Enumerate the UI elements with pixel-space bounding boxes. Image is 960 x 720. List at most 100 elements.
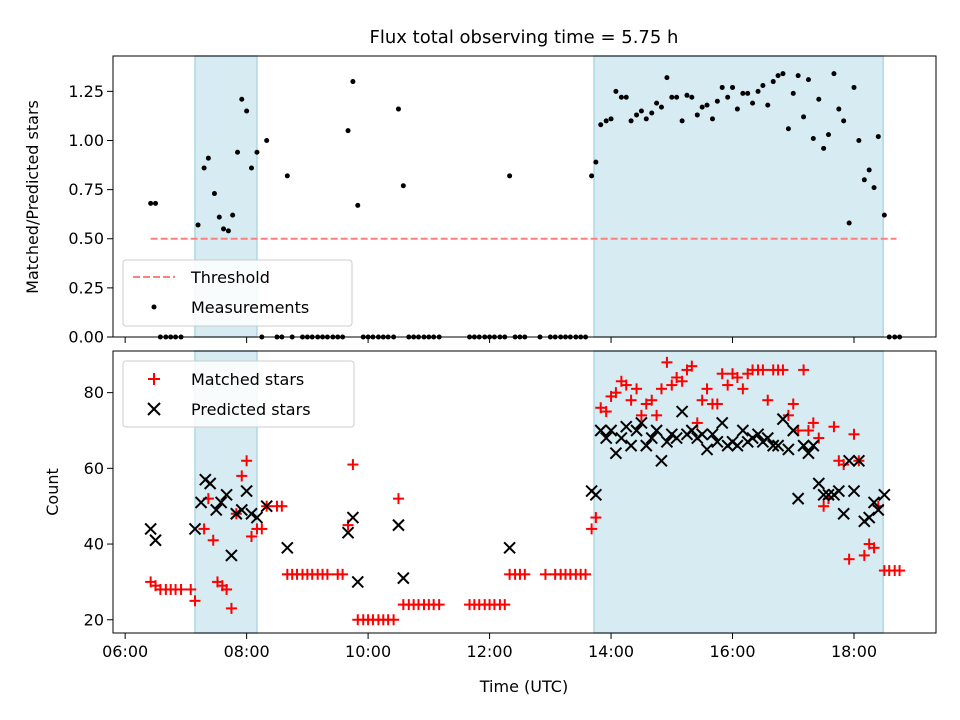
measurement-point <box>801 114 807 120</box>
predicted-star-marker <box>787 424 800 437</box>
predicted-star-stroke-b <box>230 507 243 520</box>
measurement-point <box>284 173 290 179</box>
measurement-point <box>230 212 236 218</box>
matched-star-marker <box>655 383 667 395</box>
measurement-point <box>603 118 609 124</box>
measurement-point <box>689 94 695 100</box>
predicted-star-marker <box>149 534 162 547</box>
predicted-star-marker <box>225 549 238 562</box>
measurement-point <box>719 84 725 90</box>
predicted-star-stroke-b <box>194 496 208 509</box>
measurement-point <box>831 71 837 77</box>
predicted-star-stroke-b <box>761 431 774 445</box>
predicted-star-marker <box>685 424 699 437</box>
matched-star-marker <box>625 394 637 406</box>
measurement-point <box>254 149 260 155</box>
predicted-star-marker <box>695 428 709 441</box>
predicted-star-stroke-b <box>220 488 233 502</box>
bottom-ytick-label: 40 <box>84 535 104 554</box>
predicted-star-marker <box>260 499 273 513</box>
bottom-xtick-label: 10:00 <box>345 642 391 661</box>
measurement-point <box>216 214 222 220</box>
predicted-star-stroke-b <box>655 454 668 467</box>
predicted-star-marker <box>862 511 876 524</box>
matched-star-marker <box>388 614 400 626</box>
measurement-point <box>618 94 624 100</box>
predicted-star-stroke-b <box>341 526 355 539</box>
predicted-star-marker <box>812 477 825 490</box>
predicted-star-stroke-b <box>711 435 724 449</box>
predicted-star-marker <box>837 507 850 520</box>
predicted-star-stroke-b <box>609 446 623 460</box>
predicted-star-marker <box>214 496 228 509</box>
predicted-star-marker <box>715 416 729 430</box>
measurement-point <box>195 222 201 228</box>
measurement-point <box>755 88 761 94</box>
measurement-point <box>244 108 250 114</box>
predicted-star-marker <box>210 503 223 517</box>
predicted-star-stroke-b <box>837 507 850 520</box>
matched-star-marker <box>392 493 404 505</box>
top-ylabel: Matched/Predicted stars <box>23 100 42 294</box>
matched-star-marker <box>185 583 197 595</box>
predicted-star-marker <box>878 488 891 502</box>
measurement-point <box>750 100 756 106</box>
matched-star-marker <box>838 459 850 471</box>
measurement-point <box>643 116 649 122</box>
predicted-star-marker <box>670 431 683 445</box>
matched-star-marker <box>236 470 248 482</box>
predicted-star-marker <box>351 575 364 589</box>
matched-star-marker <box>828 421 840 433</box>
measurement-point <box>205 155 211 161</box>
measurement-point <box>674 94 680 100</box>
top-ytick-label: 1.00 <box>68 131 104 150</box>
predicted-star-marker <box>630 424 643 437</box>
predicted-star-stroke-b <box>787 424 800 437</box>
predicted-star-stroke-b <box>675 405 689 418</box>
predicted-star-marker <box>832 484 846 498</box>
top-ytick-label: 0.75 <box>68 180 104 199</box>
measurement-point <box>664 75 670 81</box>
matched-star-marker <box>701 383 713 395</box>
matched-star-marker <box>731 371 743 383</box>
measurement-point <box>248 165 254 171</box>
bottom-ytick-label: 80 <box>84 383 104 402</box>
predicted-star-marker <box>144 522 157 536</box>
bottom-xlabel: Time (UTC) <box>479 677 568 696</box>
predicted-star-stroke-b <box>842 454 856 467</box>
top-legend: Threshold Measurements <box>122 259 353 327</box>
predicted-star-stroke-b <box>392 518 405 532</box>
matched-stars-series <box>145 356 906 626</box>
bottom-panel: 20 40 60 80 06:00 08:00 10:00 12:00 14:00 16:00 18… <box>43 350 937 696</box>
matched-star-marker <box>686 360 698 372</box>
matched-star-marker <box>676 375 688 387</box>
predicted-star-marker <box>220 488 233 502</box>
matched-star-marker <box>787 398 799 410</box>
matched-star-marker <box>499 599 511 611</box>
bottom-ylabel: Count <box>43 468 62 516</box>
matched-star-marker <box>802 424 814 436</box>
measurement-point <box>264 137 270 143</box>
matched-star-marker <box>337 568 349 580</box>
measurement-point <box>734 106 740 112</box>
predicted-star-marker <box>650 424 663 437</box>
matched-star-marker <box>737 383 749 395</box>
predicted-star-marker <box>776 412 790 426</box>
predicted-star-stroke-b <box>620 420 633 433</box>
predicted-star-stroke-b <box>240 484 253 498</box>
measurement-point <box>148 200 154 206</box>
predicted-star-stroke-b <box>706 428 719 441</box>
bottom-xtick-label: 12:00 <box>467 642 513 661</box>
measurement-point <box>861 177 867 183</box>
measurement-point <box>239 96 245 102</box>
top-ytick-label: 0.00 <box>68 328 104 347</box>
predicted-star-stroke-b <box>767 439 780 452</box>
measurement-point <box>871 185 877 191</box>
predicted-star-stroke-b <box>640 439 653 452</box>
predicted-star-marker <box>281 541 294 555</box>
predicted-star-marker <box>503 541 516 555</box>
predicted-star-marker <box>615 431 628 445</box>
matched-star-marker <box>256 523 268 535</box>
top-legend-box <box>122 259 353 327</box>
matched-star-marker <box>711 398 723 410</box>
